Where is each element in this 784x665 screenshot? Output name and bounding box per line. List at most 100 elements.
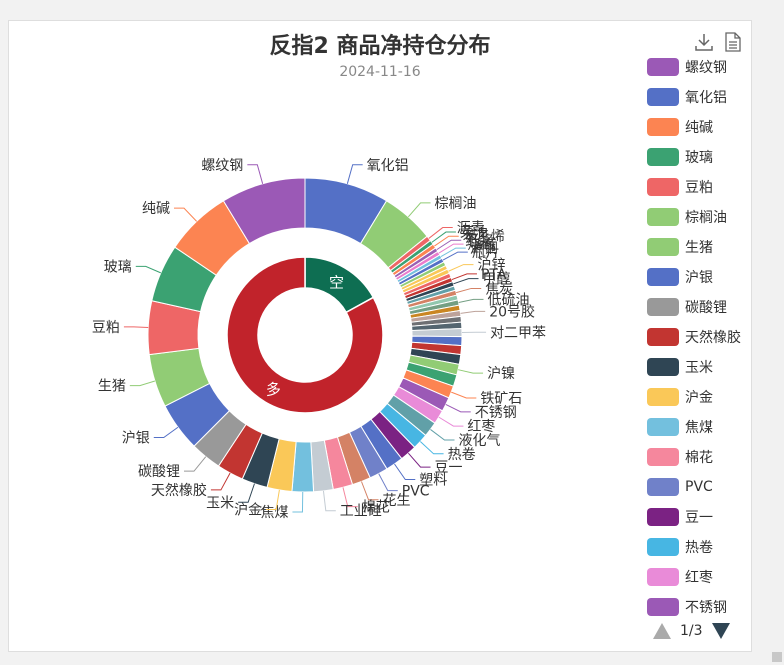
outer-slice-label: 对二甲苯 <box>490 324 546 341</box>
label-line <box>448 264 474 272</box>
legend-item[interactable]: 天然橡胶 <box>647 322 757 352</box>
outer-slice-label: 玻璃 <box>104 258 132 275</box>
label-line <box>210 472 231 491</box>
outer-slice-label: 工业硅 <box>340 504 382 520</box>
page-down-icon[interactable] <box>711 622 731 640</box>
label-line <box>378 473 398 492</box>
outer-slice-label: 焦煤 <box>260 505 288 521</box>
outer-slice-label: 豆一 <box>435 460 463 476</box>
label-line <box>451 273 477 281</box>
outer-slice-label: 塑料 <box>419 473 447 489</box>
outer-slice-label: PTA <box>481 267 507 283</box>
label-line <box>129 380 156 387</box>
outer-slice-label: 液化气 <box>459 433 501 449</box>
legend-item[interactable]: 沪银 <box>647 262 757 292</box>
legend-item[interactable]: 玉米 <box>647 352 757 382</box>
legend-swatch <box>647 388 679 406</box>
legend-item[interactable]: 热卷 <box>647 532 757 562</box>
legend-item[interactable]: 碳酸锂 <box>647 292 757 322</box>
outer-slice-label: 天然橡胶 <box>151 482 207 499</box>
legend-swatch <box>647 448 679 466</box>
legend-swatch <box>647 148 679 166</box>
legend-item[interactable]: 棉花 <box>647 442 757 472</box>
label-line <box>407 452 431 468</box>
label-line <box>456 287 482 294</box>
label-line <box>346 164 363 184</box>
label-line <box>266 489 280 511</box>
label-line <box>451 391 477 399</box>
legend-item[interactable]: 沪金 <box>647 382 757 412</box>
outer-slice[interactable] <box>222 177 306 245</box>
scroll-thumb[interactable] <box>772 652 782 662</box>
outer-slice-label: 沥青 <box>457 221 485 237</box>
legend-label: 生猪 <box>685 240 713 256</box>
legend-item[interactable]: 豆粕 <box>647 172 757 202</box>
scrollbar[interactable] <box>770 0 784 665</box>
legend-swatch <box>647 268 679 286</box>
outer-slice-label: 沪锌 <box>477 258 505 274</box>
label-line <box>440 247 466 257</box>
legend-item[interactable]: 生猪 <box>647 232 757 262</box>
outer-slice-label: 氧化铝 <box>367 158 409 174</box>
legend-item[interactable]: 氧化铝 <box>647 82 757 112</box>
label-line <box>438 243 464 254</box>
legend-item[interactable]: 焦煤 <box>647 412 757 442</box>
legend-item[interactable]: 螺纹钢 <box>647 52 757 82</box>
legend-item[interactable]: 不锈钢 <box>647 592 757 622</box>
legend-item[interactable]: 玻璃 <box>647 142 757 172</box>
label-line <box>428 227 453 239</box>
label-line <box>458 369 484 374</box>
legend-item[interactable]: 棕榈油 <box>647 202 757 232</box>
label-line <box>173 207 198 222</box>
legend-label: 焦煤 <box>685 420 713 436</box>
outer-slice-label: 沪铜 <box>470 241 498 257</box>
legend-swatch <box>647 58 679 76</box>
outer-slice-label: 生猪 <box>98 379 126 395</box>
legend-item[interactable]: 纯碱 <box>647 112 757 142</box>
legend-item[interactable]: 豆一 <box>647 502 757 532</box>
download-icon[interactable] <box>694 32 714 52</box>
label-line <box>247 164 264 184</box>
label-line <box>430 429 455 441</box>
outer-slice-label: 棉花 <box>362 499 390 516</box>
outer-slice-label: 热卷 <box>448 447 476 463</box>
label-line <box>434 235 459 247</box>
outer-slice-label: 铁矿石 <box>480 391 522 407</box>
legend-item[interactable]: PVC <box>647 472 757 502</box>
legend-swatch <box>647 358 679 376</box>
label-line <box>238 483 255 503</box>
label-line <box>322 490 336 512</box>
page-up-icon[interactable] <box>652 622 672 640</box>
legend-label: 纯碱 <box>685 120 713 136</box>
legend-swatch <box>647 118 679 136</box>
inner-slice[interactable] <box>226 256 384 414</box>
label-line <box>453 278 479 285</box>
label-line <box>342 487 358 508</box>
outer-slice-label: 碳酸锂 <box>138 464 180 480</box>
label-line <box>183 456 207 472</box>
label-line <box>419 441 444 455</box>
legend-item[interactable]: 红枣 <box>647 562 757 592</box>
legend-swatch <box>647 598 679 616</box>
label-line <box>436 239 462 251</box>
outer-slice-label: 不锈钢 <box>475 405 517 421</box>
label-line <box>407 202 431 218</box>
outer-slice-label: 菜油 <box>460 225 488 241</box>
page-indicator: 1/3 <box>680 623 703 639</box>
legend-swatch <box>647 238 679 256</box>
outer-slice-label: 低硫油 <box>488 292 530 308</box>
outer-slice-label: 20号胶 <box>489 303 535 320</box>
label-line <box>442 251 468 261</box>
legend-label: 螺纹钢 <box>685 60 727 76</box>
legend-label: 豆一 <box>685 510 713 526</box>
legend-label: 棕榈油 <box>685 210 727 226</box>
data-view-icon[interactable] <box>724 32 742 52</box>
legend-label: 红枣 <box>685 570 713 586</box>
label-line <box>445 404 471 413</box>
legend: 螺纹钢氧化铝纯碱玻璃 豆粕棕榈油生猪沪银 碳酸锂 天然橡胶 玉米 沪金焦煤棉花 PVC 豆一热… <box>647 52 757 622</box>
legend-swatch <box>647 418 679 436</box>
label-line <box>458 298 484 304</box>
label-line <box>292 491 304 513</box>
legend-label: 氧化铝 <box>685 90 727 106</box>
